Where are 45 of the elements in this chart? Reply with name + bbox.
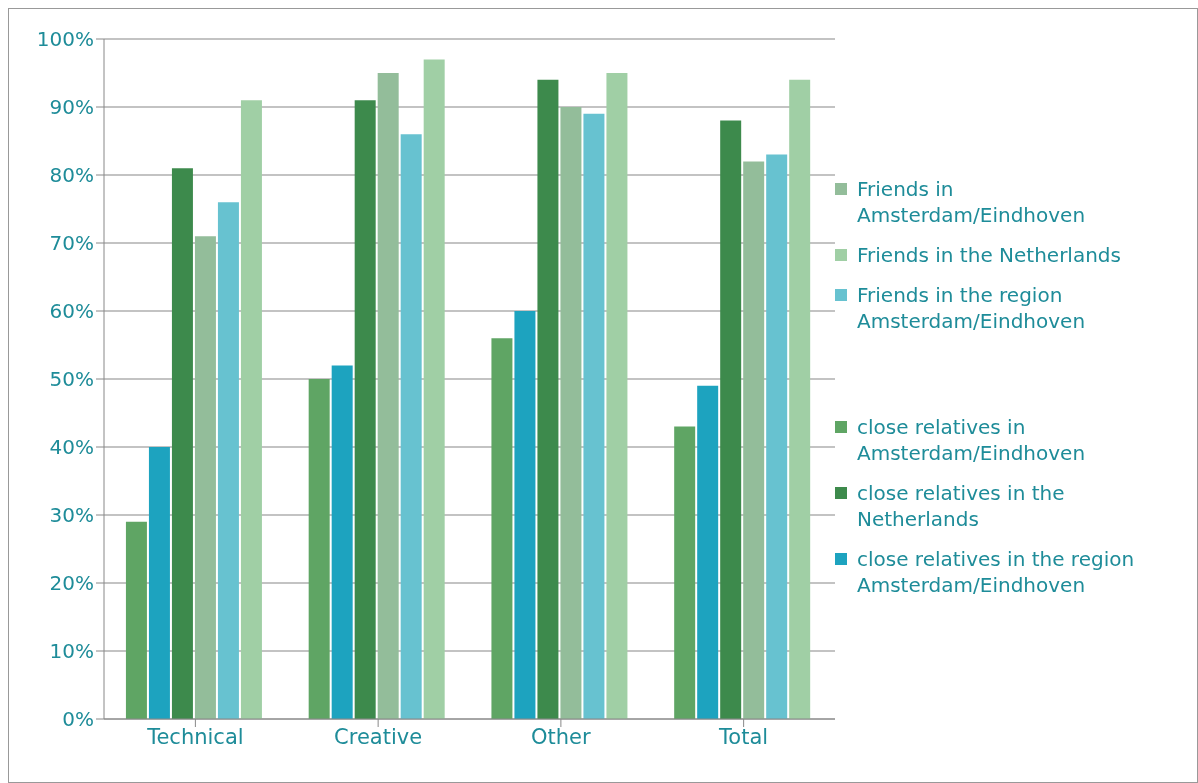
bar — [743, 161, 765, 719]
legend-label: Friends in Amsterdam/Eindhoven — [857, 176, 1087, 228]
bar — [606, 73, 628, 719]
legend-label: close relatives in the Netherlands — [857, 480, 1066, 532]
y-tick-label: 100% — [36, 27, 94, 52]
y-tick-label: 60% — [49, 299, 94, 324]
y-tick-label: 80% — [49, 163, 94, 188]
bar — [514, 311, 536, 719]
y-tick-label: 0% — [62, 707, 94, 732]
x-tick-label: Creative — [334, 724, 423, 749]
legend-label: Friends in the Netherlands — [857, 242, 1121, 268]
bar — [354, 100, 376, 719]
bar — [171, 168, 193, 719]
bar — [491, 338, 513, 719]
legend-label: close relatives in Amsterdam/Eindhoven — [857, 414, 1087, 466]
y-tick-label: 40% — [49, 435, 94, 460]
bar — [697, 385, 719, 719]
y-tick-label: 50% — [49, 367, 94, 392]
bar — [331, 365, 353, 719]
y-tick-label: 90% — [49, 95, 94, 120]
y-tick-label: 30% — [49, 503, 94, 528]
y-tick-label: 70% — [49, 231, 94, 256]
bar — [400, 134, 422, 719]
bar — [125, 521, 147, 719]
bar — [583, 113, 605, 719]
bar — [217, 202, 239, 719]
bar — [766, 154, 788, 719]
y-tick-label: 10% — [49, 639, 94, 664]
bar — [789, 79, 811, 719]
legend-label: Friends in the region Amsterdam/Eindhoven — [857, 282, 1087, 334]
bar — [674, 426, 696, 719]
x-tick-label: Technical — [146, 724, 244, 749]
bar — [423, 59, 445, 719]
legend-label: close relatives in the region Amsterdam/Eindhoven — [857, 546, 1136, 598]
bar — [148, 447, 170, 719]
bar — [560, 107, 582, 719]
bar — [308, 379, 330, 719]
y-tick-label: 20% — [49, 571, 94, 596]
bar — [240, 100, 262, 719]
x-tick-label: Total — [718, 724, 769, 749]
bar — [377, 73, 399, 719]
x-tick-label: Other — [531, 724, 592, 749]
bar — [537, 79, 559, 719]
bar — [194, 236, 216, 719]
bar — [720, 120, 742, 719]
